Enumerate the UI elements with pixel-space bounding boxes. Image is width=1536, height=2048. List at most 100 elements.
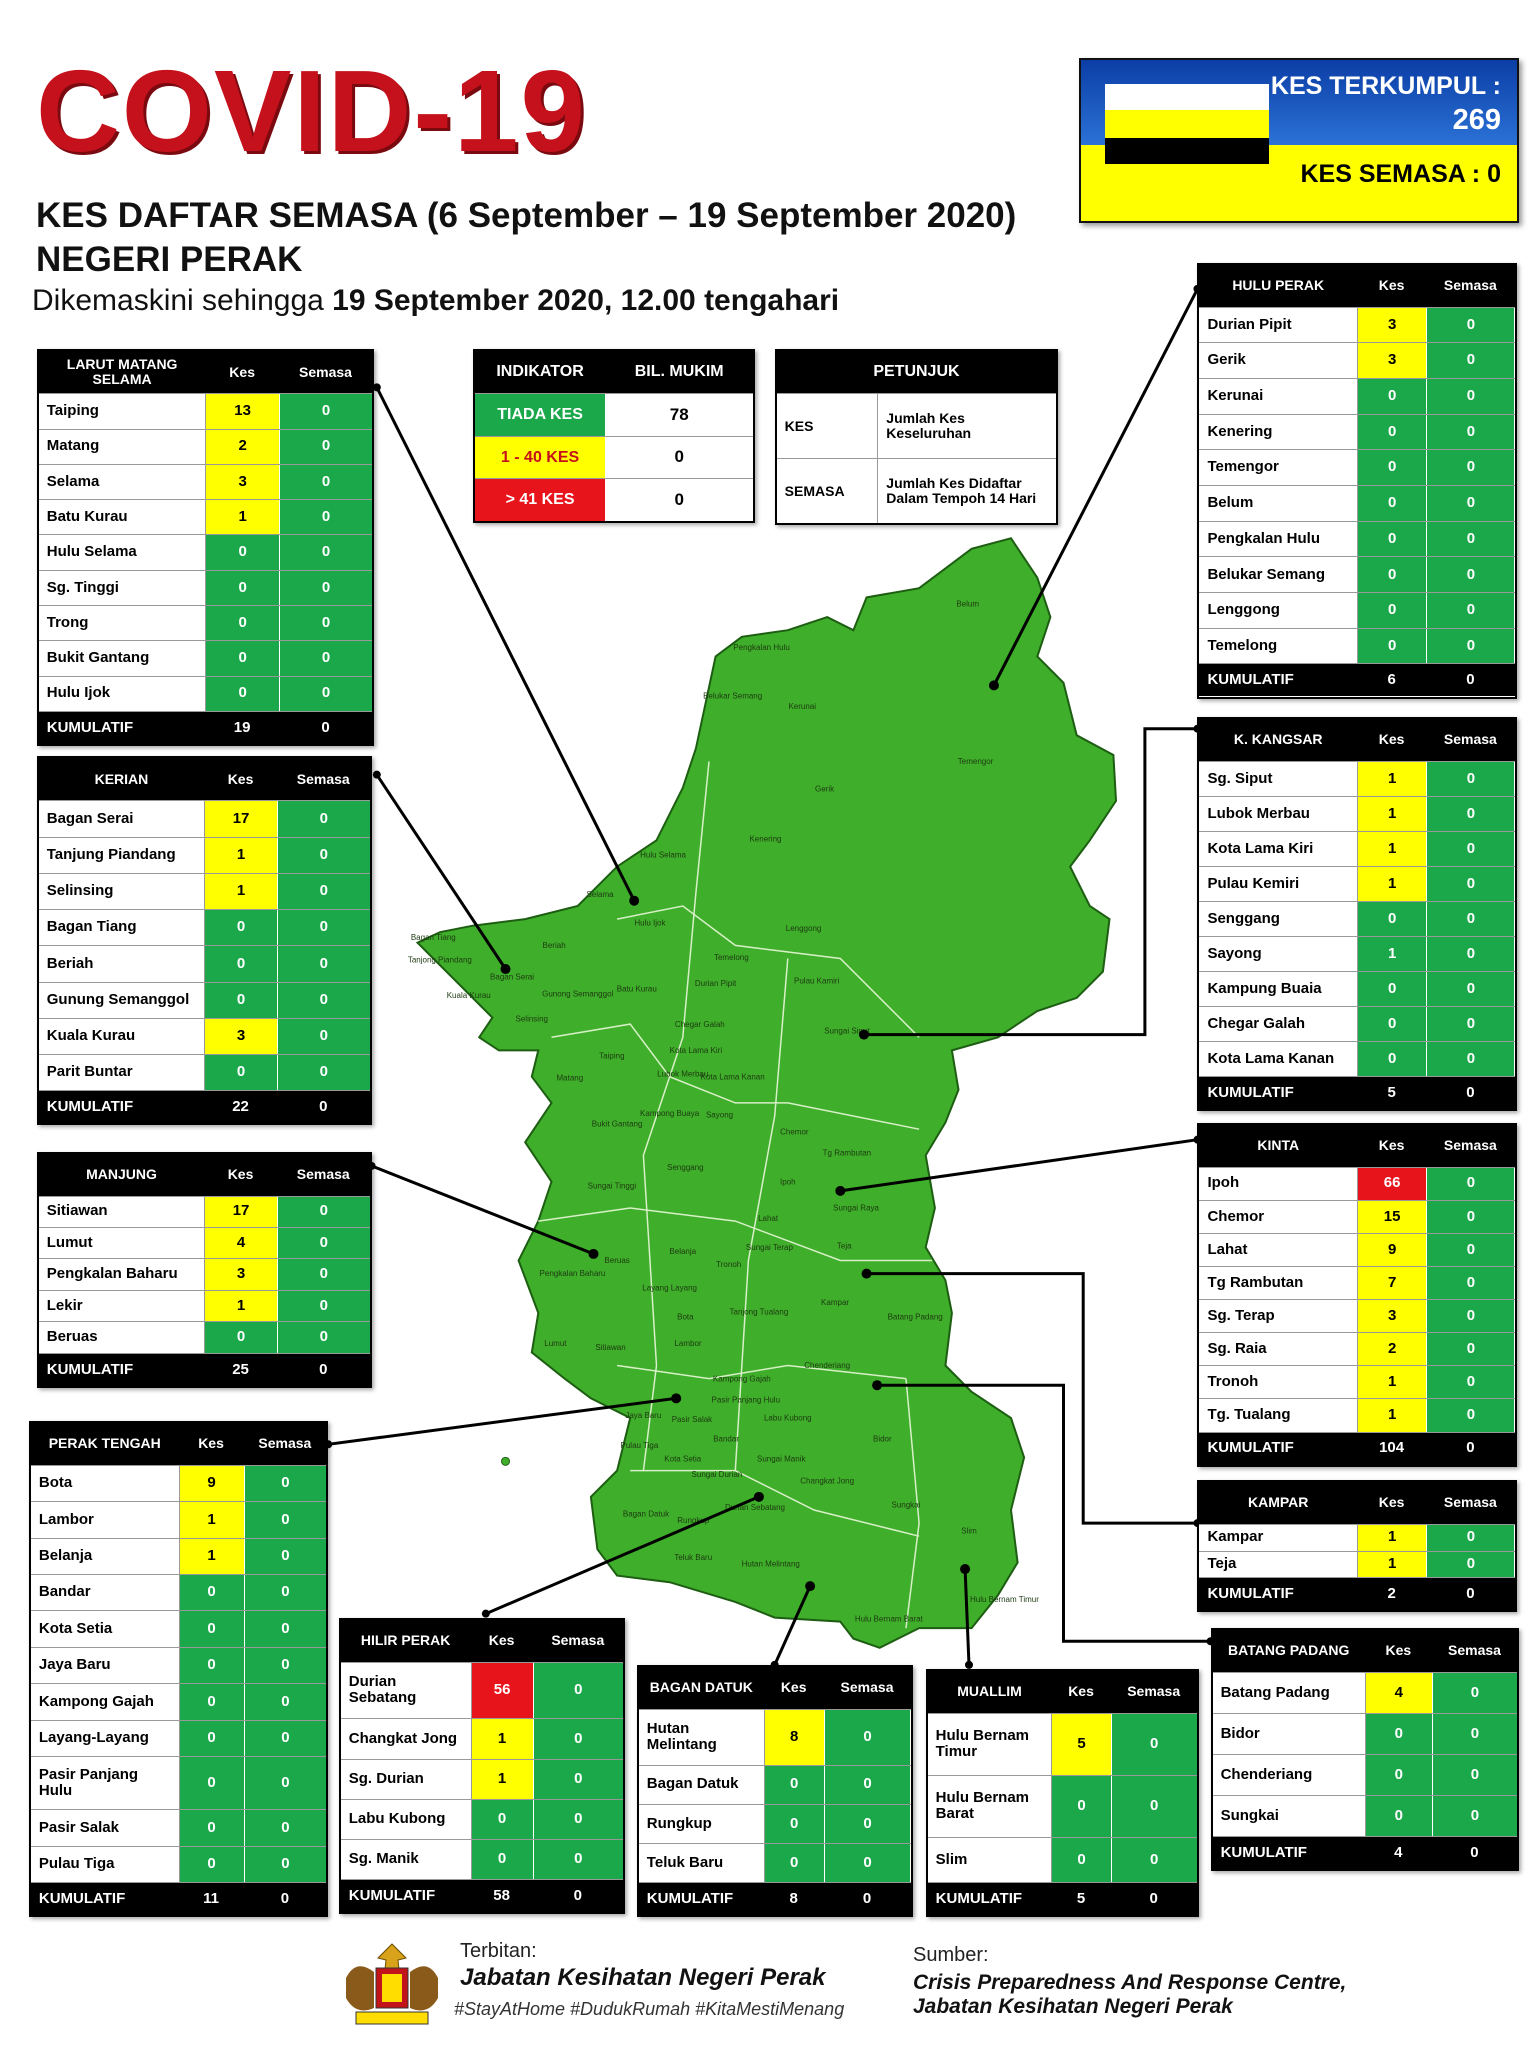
total-cases: 6 bbox=[1387, 671, 1396, 689]
header-row: INDIKATOR BIL. MUKIM bbox=[474, 351, 753, 394]
area-row: Beriah 0 0 bbox=[38, 945, 370, 982]
area-row: Lenggong 0 0 bbox=[1199, 592, 1515, 628]
active-count: 0 bbox=[243, 1502, 327, 1538]
column-header: Kes bbox=[1378, 276, 1405, 293]
map-label: Bagan Serai bbox=[490, 972, 534, 981]
map-label: Tanjong Tualang bbox=[730, 1307, 789, 1316]
area-row: Senggang 0 0 bbox=[1199, 900, 1515, 936]
case-count: 1 bbox=[470, 1759, 533, 1799]
district-table: KERIAN Kes Semasa Bagan Serai 17 0 Tanjung Pia… bbox=[36, 756, 372, 1126]
area-name: Chegar Galah bbox=[1207, 1014, 1305, 1032]
district-name: KINTA bbox=[1257, 1136, 1300, 1153]
case-count: 0 bbox=[178, 1846, 244, 1882]
area-name: Hutan Melintang bbox=[646, 1719, 717, 1754]
total-active: 0 bbox=[1466, 1439, 1475, 1457]
case-count: 0 bbox=[205, 605, 279, 641]
district-border bbox=[538, 1207, 933, 1262]
area-row: Kenering 0 0 bbox=[1199, 413, 1515, 450]
active-count: 0 bbox=[1426, 901, 1515, 936]
area-row: Hulu Bernam Timur 5 0 bbox=[927, 1712, 1197, 1775]
map-label: Slim bbox=[961, 1527, 977, 1536]
map-label: Selinsing bbox=[516, 1015, 548, 1024]
area-row: Kuala Kurau 3 0 bbox=[38, 1017, 370, 1055]
area-row: Bidor 0 0 bbox=[1212, 1713, 1518, 1755]
area-name: Pasir Panjang Hulu bbox=[38, 1765, 139, 1800]
case-count: 0 bbox=[204, 946, 277, 982]
total-cases: 8 bbox=[789, 1889, 798, 1907]
map-label: Tg Rambutan bbox=[823, 1148, 871, 1157]
column-header: Kes bbox=[198, 1434, 224, 1451]
active-count: 0 bbox=[823, 1709, 911, 1765]
total-cases: 22 bbox=[232, 1098, 249, 1116]
district-name: KERIAN bbox=[94, 770, 149, 787]
total-label: KUMULATIF bbox=[935, 1889, 1023, 1907]
case-count: 1 bbox=[1356, 1524, 1427, 1551]
map-label: Kampong Gajah bbox=[713, 1374, 771, 1383]
total-active: 0 bbox=[1149, 1889, 1158, 1907]
column-header: Kes bbox=[1378, 1136, 1405, 1153]
total-active: 0 bbox=[319, 1360, 328, 1378]
map-label: Pengkalan Hulu bbox=[733, 643, 789, 652]
case-count: 13 bbox=[205, 394, 279, 429]
case-count: 0 bbox=[1356, 486, 1427, 521]
map-label: Sungai Raya bbox=[833, 1204, 879, 1213]
total-cases: 4 bbox=[1394, 1843, 1403, 1861]
area-name: Kerunai bbox=[1207, 387, 1264, 405]
map-label: Sungai Manik bbox=[757, 1454, 806, 1463]
map-label: Bagan Datuk bbox=[623, 1510, 670, 1519]
area-row: Teluk Baru 0 0 bbox=[638, 1842, 911, 1882]
total-row: KUMULATIF 4 0 bbox=[1212, 1835, 1518, 1869]
active-count: 0 bbox=[1426, 1551, 1515, 1578]
map-label: Sungai Siput bbox=[824, 1026, 870, 1035]
active-count: 0 bbox=[243, 1720, 327, 1757]
district-name: BATANG PADANG bbox=[1228, 1642, 1350, 1659]
area-name: Kuala Kurau bbox=[46, 1027, 136, 1045]
map-label: Teja bbox=[837, 1242, 852, 1251]
active-count: 0 bbox=[1426, 1333, 1515, 1366]
header-row: BAGAN DATUK Kes Semasa bbox=[638, 1666, 911, 1709]
active-count: 0 bbox=[276, 1018, 370, 1055]
area-name: Pengkalan Baharu bbox=[46, 1265, 178, 1283]
active-count: 0 bbox=[276, 873, 370, 910]
hashtags: #StayAtHome #DudukRumah #KitaMestiMenang bbox=[454, 1999, 845, 2019]
area-name: Bagan Tiang bbox=[46, 918, 137, 936]
active-count: 0 bbox=[243, 1538, 327, 1574]
area-name: Tronoh bbox=[1207, 1373, 1259, 1391]
map-label: Kota Setia bbox=[664, 1454, 701, 1463]
column-header: Semasa bbox=[299, 363, 352, 380]
district-border bbox=[551, 1023, 920, 1130]
area-name: Beruas bbox=[46, 1328, 98, 1346]
area-name: Pasir Salak bbox=[38, 1818, 119, 1836]
case-count: 0 bbox=[1356, 557, 1427, 593]
map-label: Hulu Ijok bbox=[634, 919, 666, 928]
connector-dot bbox=[805, 1581, 816, 1592]
map-label: Pulau Tiga bbox=[621, 1441, 659, 1450]
district-table: BAGAN DATUK Kes Semasa Hutan Melintang 8 0 Bag… bbox=[636, 1664, 913, 1917]
active-count: 0 bbox=[823, 1765, 911, 1804]
area-name: Belanja bbox=[38, 1547, 93, 1564]
active-count: 0 bbox=[243, 1757, 327, 1810]
area-row: Belanja 1 0 bbox=[30, 1537, 327, 1574]
district-border bbox=[642, 761, 710, 1471]
state-shape bbox=[415, 537, 1118, 1649]
map-label: Hulu Bernam Timur bbox=[970, 1595, 1039, 1604]
active-count: 0 bbox=[1426, 414, 1515, 450]
publisher: Jabatan Kesihatan Negeri Perak bbox=[460, 1964, 826, 1991]
connector bbox=[866, 1272, 1198, 1525]
area-name: Lambor bbox=[38, 1510, 94, 1528]
logo bbox=[346, 1943, 438, 2025]
flag-white bbox=[1105, 84, 1269, 110]
indicator-value: 78 bbox=[669, 404, 689, 424]
total-cases: 19 bbox=[233, 718, 251, 736]
connector bbox=[877, 1383, 1211, 1643]
area-row: Matang 2 0 bbox=[38, 428, 373, 464]
area-name: Tanjung Piandang bbox=[46, 845, 176, 863]
map-label: Jaya Baru bbox=[625, 1411, 661, 1420]
connector-dot bbox=[858, 1029, 869, 1040]
total-cases: 58 bbox=[493, 1887, 510, 1905]
active-count: 0 bbox=[1426, 521, 1515, 557]
case-count: 0 bbox=[178, 1611, 244, 1647]
connector-dot bbox=[753, 1491, 764, 1502]
area-name: Bukit Gantang bbox=[46, 649, 150, 667]
legend-row: SEMASA Jumlah Kes Didaftar Dalam Tempoh 1… bbox=[776, 458, 1057, 524]
